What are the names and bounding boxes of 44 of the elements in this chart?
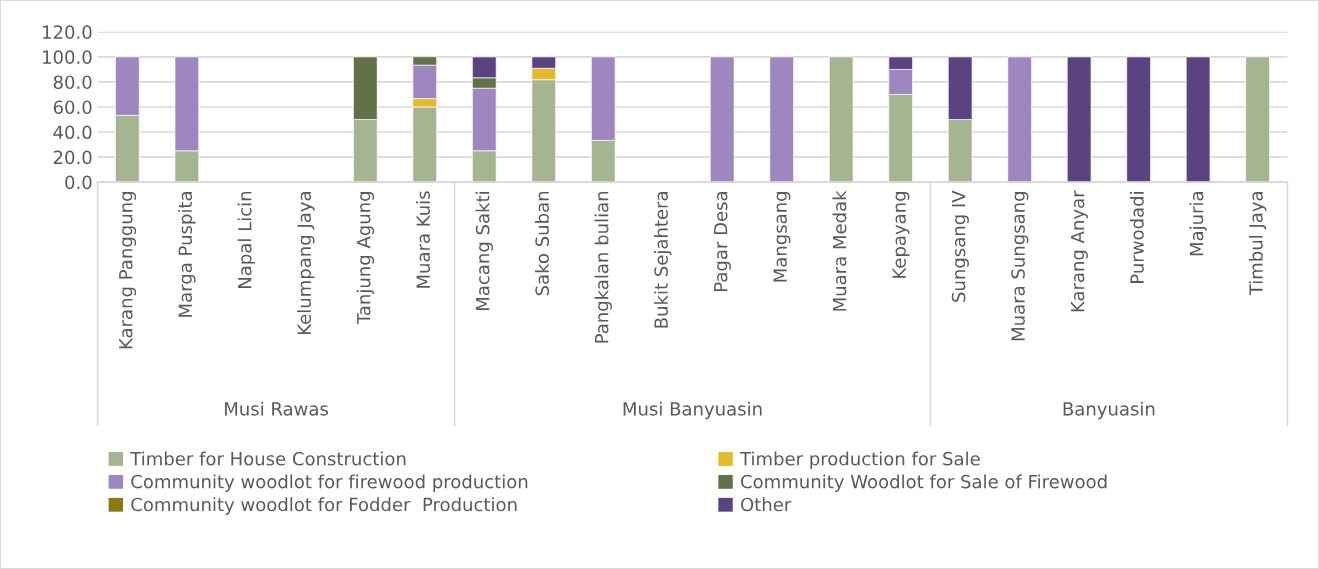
x-tick-label: Karang Anyar xyxy=(1070,190,1088,312)
x-tick-label: Muara Kuis xyxy=(416,191,431,288)
x-tick-label: Macang Sakti xyxy=(475,192,494,310)
x-tick-label: Sako Suban xyxy=(535,191,549,296)
bar xyxy=(1185,56,1211,183)
y-tick-label: 40.0 xyxy=(53,125,92,140)
x-tick-label: Kelumpang Jaya xyxy=(297,192,315,335)
x-tick-label: Purwodadi xyxy=(1129,192,1144,283)
x-tick-label: Napal Licin xyxy=(237,191,256,288)
x-tick-label: Karang Panggung xyxy=(119,192,137,349)
y-tick-label: 60.0 xyxy=(53,100,92,115)
y-tick-label: 120.0 xyxy=(43,25,92,39)
x-tick-label: Mangsang xyxy=(773,192,791,282)
y-tick-label: 80.0 xyxy=(53,75,92,90)
bar xyxy=(1007,56,1032,183)
x-tick-label: Bukit Sejahtera xyxy=(653,192,672,328)
x-tick-label: Kepayang xyxy=(892,192,910,278)
legend-label: Community woodlot for Fodder Production xyxy=(131,497,517,515)
text: Musi Banyuasin xyxy=(623,401,762,420)
legend-label: Community Woodlot for Sale of Firewood xyxy=(741,474,1107,492)
bar xyxy=(769,56,794,183)
y-tick-label: 20.0 xyxy=(53,150,92,165)
x-tick-label: Muara Sungsang xyxy=(1011,192,1029,341)
x-tick-label: Pangkalan bulian xyxy=(594,191,612,343)
x-tick-label: Marga Puspita xyxy=(178,192,196,317)
legend-label: Community woodlot for firewood production xyxy=(131,474,528,492)
text: Banyuasin xyxy=(1063,401,1155,420)
bar xyxy=(1126,56,1151,183)
x-tick-label: Majuria xyxy=(1189,192,1207,256)
y-tick-label: 100.0 xyxy=(43,50,92,65)
text: Musi Rawas xyxy=(225,401,328,416)
x-tick-label: Timbul Jaya xyxy=(1248,192,1267,296)
y-tick-label: 0.0 xyxy=(65,175,92,190)
bar xyxy=(828,56,854,183)
x-tick-label: Muara Medak xyxy=(832,190,847,311)
bar xyxy=(1245,56,1270,183)
bar xyxy=(1066,56,1092,183)
x-tick-label: Tanjung Agung xyxy=(356,192,375,325)
x-tick-label: Pagar Desa xyxy=(714,192,731,291)
x-tick-label: Sungsang IV xyxy=(951,190,969,302)
legend-label: Other xyxy=(741,497,792,512)
legend-label: Timber production for Sale xyxy=(739,451,980,470)
bar xyxy=(709,56,735,183)
legend-label: Timber for House Construction xyxy=(130,451,406,466)
